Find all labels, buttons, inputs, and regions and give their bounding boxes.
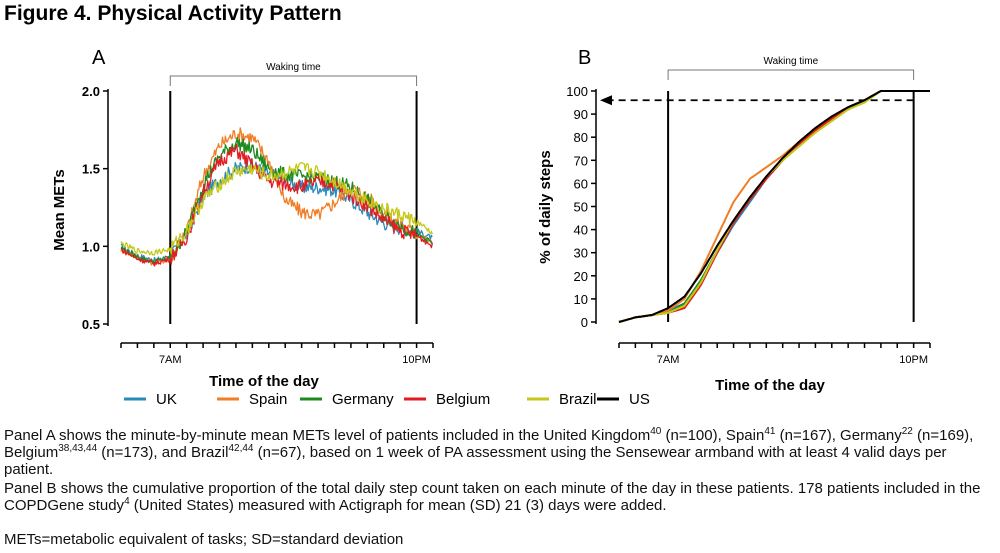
panel-b-y-tick-label: 100 — [566, 84, 588, 99]
panel-a-waking-label: Waking time — [266, 62, 321, 73]
panel-b-series-line-belgium — [618, 90, 930, 323]
panel-a-y-tick-label: 2.0 — [82, 84, 100, 99]
caption-a-ref-3: 22 — [901, 426, 913, 437]
panel-b-series-line-us — [618, 90, 930, 323]
panel-b-chart: B % of daily steps Time of the day 0 10 20… — [537, 47, 931, 394]
panel-a-series-line-belgium — [120, 143, 433, 267]
legend-label-belgium: Belgium — [436, 391, 490, 408]
legend-label-germany: Germany — [332, 391, 394, 408]
figure-chart-area: A Mean METs Time of the day 0.5 1.0 1.5 2.0… — [51, 47, 931, 408]
panel-b-series-line-spain — [618, 90, 930, 323]
panel-b-series-line-uk — [618, 90, 930, 323]
panel-a-series-line-spain — [120, 127, 433, 267]
caption-panel-b: Panel B shows the cumulative proportion … — [4, 480, 994, 514]
panel-a-chart: A Mean METs Time of the day 0.5 1.0 1.5 2.0… — [51, 47, 434, 390]
caption-a-text-5: (n=173), and Brazil — [97, 444, 229, 461]
caption-a-text-3: (n=167), Germany — [775, 427, 902, 444]
caption-b-text-2: (United States) measured with Actigraph … — [129, 497, 667, 514]
legend-label-us: US — [629, 391, 650, 408]
caption-a-ref-4: 38,43,44 — [58, 443, 98, 454]
caption-a-ref-1: 40 — [650, 426, 662, 437]
caption-b-text-1: Panel B shows the cumulative proportion … — [4, 480, 981, 514]
panel-b-y-tick-label: 90 — [574, 107, 588, 122]
panel-b-arrow-head — [600, 95, 612, 106]
panel-a-y-tick-label: 1.0 — [82, 239, 100, 254]
panel-a-series-line-germany — [120, 137, 433, 265]
caption-a-text-2: (n=100), Spain — [661, 427, 765, 444]
panel-b-waking-label: Waking time — [764, 56, 819, 67]
caption-panel-a: Panel A shows the minute-by-minute mean … — [4, 426, 994, 479]
caption-b-ref-1: 4 — [124, 496, 130, 507]
caption-a-ref-5: 42,44 — [228, 443, 254, 454]
panel-a-y-tick-label: 1.5 — [82, 162, 100, 177]
panel-b-y-tick-label: 40 — [574, 223, 588, 238]
panel-a-y-tick-label: 0.5 — [82, 317, 100, 332]
legend-label-uk: UK — [156, 391, 177, 408]
panel-a-x-axis-title: Time of the day — [209, 373, 319, 390]
panel-b-x-tick-label: 10PM — [899, 354, 928, 366]
panel-a-series-line-brazil — [120, 161, 433, 256]
panel-b-label: B — [578, 47, 591, 69]
panel-b-y-tick-label: 70 — [574, 153, 588, 168]
panel-b-y-tick-label: 0 — [581, 315, 588, 330]
panel-b-x-tick-label: 7AM — [657, 354, 680, 366]
panel-b-series-line-germany — [618, 90, 930, 323]
chart-legend: UK Spain Germany Belgium Brazil US — [124, 391, 650, 408]
panel-b-y-axis-title: % of daily steps — [537, 150, 554, 263]
panel-b-y-tick-label: 80 — [574, 130, 588, 145]
panel-a-y-axis-title: Mean METs — [51, 169, 68, 250]
caption-a-text-6: (n=67), based on 1 week of PA assessment… — [4, 444, 947, 478]
panel-a-waking-bracket — [169, 75, 418, 86]
caption-a-ref-2: 41 — [764, 426, 776, 437]
panel-a-x-tick-label: 7AM — [159, 354, 182, 366]
panel-a-x-tick-label: 10PM — [402, 354, 431, 366]
panel-b-y-tick-label: 30 — [574, 246, 588, 261]
panel-b-waking-bracket — [667, 69, 915, 80]
legend-label-spain: Spain — [249, 391, 287, 408]
panel-b-y-tick-label: 20 — [574, 269, 588, 284]
panel-b-x-axis-title: Time of the day — [715, 377, 825, 394]
panel-b-y-tick-label: 60 — [574, 176, 588, 191]
panel-b-y-tick-label: 50 — [574, 200, 588, 215]
panel-b-series-line-brazil — [618, 90, 930, 323]
panel-b-y-tick-label: 10 — [574, 292, 588, 307]
caption-a-text-1: Panel A shows the minute-by-minute mean … — [4, 427, 651, 444]
caption-a-text-4: (n=169), Belgium — [4, 427, 974, 461]
panel-a-label: A — [92, 47, 106, 69]
caption-abbreviations: METs=metabolic equivalent of tasks; SD=s… — [4, 531, 404, 548]
figure-title: Figure 4. Physical Activity Pattern — [4, 2, 342, 25]
legend-label-brazil: Brazil — [559, 391, 597, 408]
